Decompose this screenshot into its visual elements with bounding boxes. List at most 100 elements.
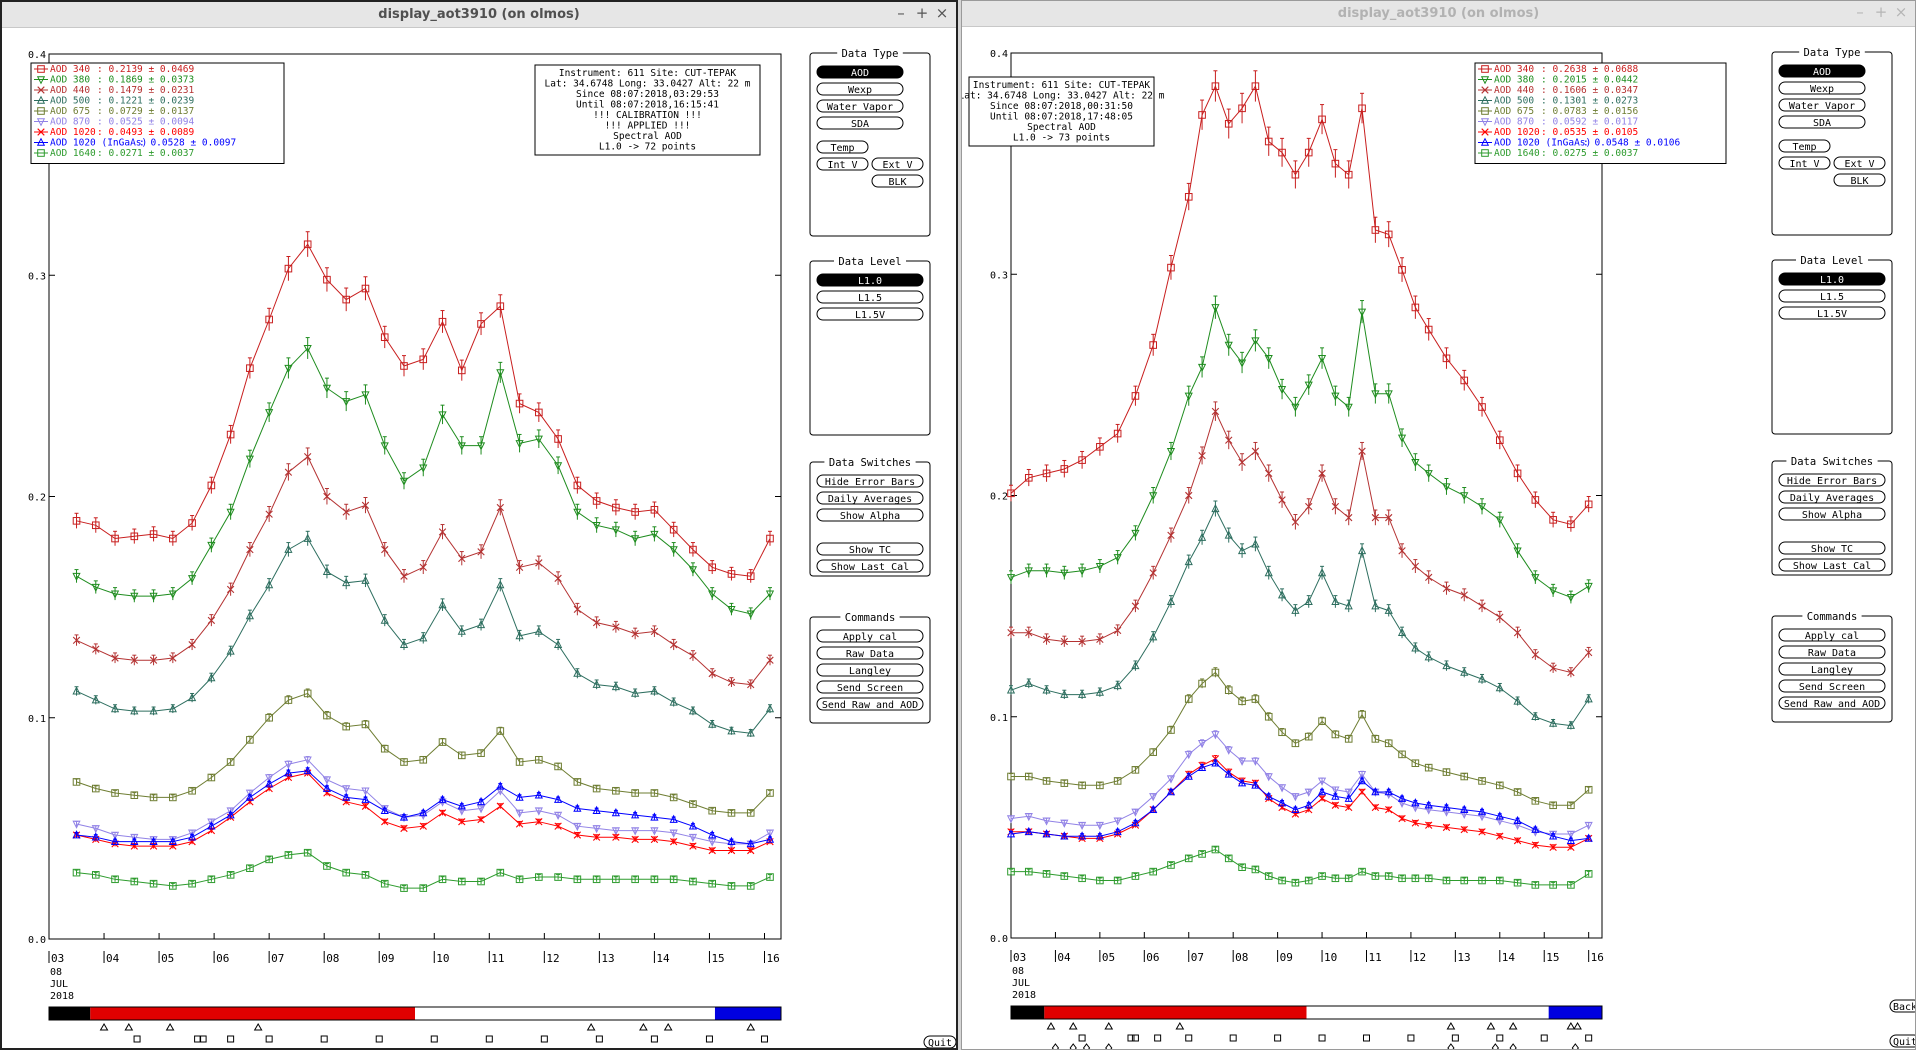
temp-button-label[interactable]: Temp [1792, 142, 1816, 153]
show-last-cal-button[interactable] [1778, 558, 1886, 572]
langley-button[interactable] [816, 663, 924, 677]
show-tc-button[interactable] [1778, 541, 1886, 555]
apply-cal-button-label[interactable]: Apply cal [843, 632, 897, 643]
raw-data-button-label[interactable]: Raw Data [846, 649, 894, 660]
water-vapor-button[interactable] [1778, 98, 1866, 112]
wexp-button[interactable] [1778, 81, 1866, 95]
raw-data-button[interactable] [816, 646, 924, 660]
l1-0-button[interactable] [1778, 272, 1886, 286]
sda-button[interactable] [816, 116, 904, 130]
raw-data-button-label[interactable]: Raw Data [1808, 648, 1856, 659]
back-button-label[interactable]: Back [1893, 1002, 1915, 1013]
maximize-button[interactable]: + [915, 4, 929, 22]
hide-error-bars-button[interactable] [1778, 473, 1886, 487]
send-raw-and-aod-button[interactable] [1778, 696, 1886, 710]
water-vapor-button[interactable] [816, 99, 904, 113]
send-screen-button[interactable] [1778, 679, 1886, 693]
langley-button[interactable] [1778, 662, 1886, 676]
show-last-cal-button-label[interactable]: Show Last Cal [1793, 561, 1871, 572]
back-button[interactable] [1889, 999, 1915, 1013]
show-last-cal-button[interactable] [816, 559, 924, 573]
l1-0-button-label[interactable]: L1.0 [858, 276, 882, 287]
show-alpha-button[interactable] [1778, 507, 1886, 521]
l1-0-button-label[interactable]: L1.0 [1820, 275, 1844, 286]
ext-v-button[interactable] [871, 157, 924, 171]
right-window-titlebar[interactable]: display_aot3910 (on olmos) – + × [962, 1, 1915, 27]
int-v-button-label[interactable]: Int V [1789, 159, 1819, 170]
left-window-titlebar[interactable]: display_aot3910 (on olmos) – + × [2, 2, 956, 28]
blk-button-label[interactable]: BLK [1850, 176, 1868, 187]
show-alpha-button-label[interactable]: Show Alpha [840, 511, 900, 522]
langley-button-label[interactable]: Langley [849, 666, 891, 677]
hide-error-bars-button-label[interactable]: Hide Error Bars [825, 477, 915, 488]
wexp-button-label[interactable]: Wexp [848, 85, 872, 96]
langley-button-label[interactable]: Langley [1811, 665, 1853, 676]
blk-button-label[interactable]: BLK [888, 177, 906, 188]
send-screen-button-label[interactable]: Send Screen [1799, 682, 1865, 693]
minimize-button[interactable]: – [1856, 3, 1864, 21]
int-v-button[interactable] [1778, 156, 1831, 170]
maximize-button[interactable]: + [1874, 3, 1888, 21]
l1-0-button[interactable] [816, 273, 924, 287]
temp-button-label[interactable]: Temp [830, 143, 854, 154]
marker-x [1481, 128, 1489, 136]
daily-averages-button[interactable] [1778, 490, 1886, 504]
send-screen-button[interactable] [816, 680, 924, 694]
quit-button[interactable] [923, 1035, 956, 1048]
water-vapor-button-label[interactable]: Water Vapor [827, 102, 893, 113]
minimize-button[interactable]: – [897, 4, 905, 22]
close-button[interactable]: × [935, 4, 949, 22]
raw-data-button[interactable] [1778, 645, 1886, 659]
l1-5v-button[interactable] [1778, 306, 1886, 320]
send-raw-and-aod-button-label[interactable]: Send Raw and AOD [822, 700, 918, 711]
l1-5-button[interactable] [816, 290, 924, 304]
water-vapor-button-label[interactable]: Water Vapor [1789, 101, 1855, 112]
l1-5-button-label[interactable]: L1.5 [1820, 292, 1844, 303]
l1-5v-button-label[interactable]: L1.5V [855, 310, 885, 321]
sda-button[interactable] [1778, 115, 1866, 129]
quit-button[interactable] [1889, 1034, 1915, 1048]
l1-5v-button-label[interactable]: L1.5V [1817, 309, 1847, 320]
l1-5-button[interactable] [1778, 289, 1886, 303]
temp-button[interactable] [1778, 139, 1831, 153]
wexp-button-label[interactable]: Wexp [1810, 84, 1834, 95]
send-raw-and-aod-button-label[interactable]: Send Raw and AOD [1784, 699, 1880, 710]
ext-v-button-label[interactable]: Ext V [1844, 159, 1874, 170]
aod-button-label[interactable]: AOD [851, 68, 869, 79]
show-alpha-button[interactable] [816, 508, 924, 522]
show-last-cal-button-label[interactable]: Show Last Cal [831, 562, 909, 573]
apply-cal-button-label[interactable]: Apply cal [1805, 631, 1859, 642]
close-button[interactable]: × [1894, 3, 1908, 21]
ext-v-button[interactable] [1833, 156, 1886, 170]
apply-cal-button[interactable] [816, 629, 924, 643]
quit-button-label[interactable]: Quit [928, 1038, 952, 1048]
send-screen-button-label[interactable]: Send Screen [837, 683, 903, 694]
hide-error-bars-button[interactable] [816, 474, 924, 488]
show-alpha-button-label[interactable]: Show Alpha [1802, 510, 1862, 521]
sda-button-label[interactable]: SDA [851, 119, 869, 130]
hide-error-bars-button-label[interactable]: Hide Error Bars [1787, 476, 1877, 487]
marker-triangle-up [1277, 798, 1287, 807]
daily-averages-button-label[interactable]: Daily Averages [828, 494, 912, 505]
show-tc-button-label[interactable]: Show TC [849, 545, 891, 556]
daily-averages-button-label[interactable]: Daily Averages [1790, 493, 1874, 504]
send-raw-and-aod-button[interactable] [816, 697, 924, 711]
sda-button-label[interactable]: SDA [1813, 118, 1831, 129]
quit-button-label[interactable]: Quit [1893, 1037, 1915, 1048]
l1-5-button-label[interactable]: L1.5 [858, 293, 882, 304]
blk-button[interactable] [1833, 173, 1886, 187]
int-v-button[interactable] [816, 157, 869, 171]
wexp-button[interactable] [816, 82, 904, 96]
aod-button-label[interactable]: AOD [1813, 67, 1831, 78]
temp-button[interactable] [816, 140, 869, 154]
ext-v-button-label[interactable]: Ext V [882, 160, 912, 171]
show-tc-button[interactable] [816, 542, 924, 556]
int-v-button-label[interactable]: Int V [827, 160, 857, 171]
aod-button[interactable] [1778, 64, 1866, 78]
daily-averages-button[interactable] [816, 491, 924, 505]
l1-5v-button[interactable] [816, 307, 924, 321]
apply-cal-button[interactable] [1778, 628, 1886, 642]
show-tc-button-label[interactable]: Show TC [1811, 544, 1853, 555]
aod-button[interactable] [816, 65, 904, 79]
blk-button[interactable] [871, 174, 924, 188]
